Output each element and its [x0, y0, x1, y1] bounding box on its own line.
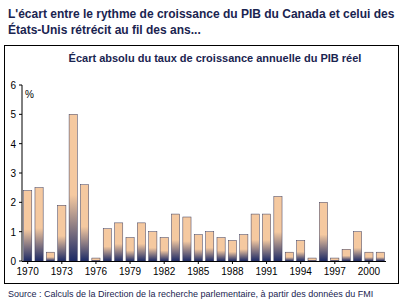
bar — [331, 258, 339, 261]
x-tick-label: 1988 — [221, 266, 244, 277]
bar — [183, 217, 191, 261]
x-tick-label: 1973 — [51, 266, 74, 277]
bar — [217, 238, 225, 261]
bar — [126, 238, 134, 261]
y-tick-label: 3 — [10, 168, 16, 179]
bar — [274, 196, 282, 261]
bar — [69, 114, 77, 261]
bar — [251, 214, 259, 261]
chart-frame — [5, 46, 399, 284]
source: Source : Calculs de la Direction de la r… — [8, 289, 373, 299]
title-line: États-Unis rétrécit au fil des ans... — [8, 22, 201, 37]
x-tick — [198, 261, 199, 264]
y-tick-label: 0 — [10, 256, 16, 267]
x-tick — [130, 261, 131, 264]
bar — [353, 232, 361, 261]
bar — [58, 205, 66, 261]
title: L'écart entre le rythme de croissance du… — [8, 7, 395, 37]
x-tick-label: 1994 — [290, 266, 313, 277]
y-axis-label: % — [25, 89, 34, 100]
x-tick-label: 1979 — [119, 266, 142, 277]
x-tick — [27, 261, 28, 264]
x-tick — [266, 261, 267, 264]
x-tick-label: 1997 — [324, 266, 347, 277]
x-axis — [22, 261, 386, 262]
y-tick-label: 1 — [10, 227, 16, 238]
bar — [35, 188, 43, 261]
x-tick-label: 1976 — [85, 266, 108, 277]
x-tick — [164, 261, 165, 264]
x-tick — [95, 261, 96, 264]
bar — [80, 185, 88, 261]
bar — [376, 252, 384, 261]
bar — [240, 235, 248, 261]
x-tick-label: 1982 — [153, 266, 176, 277]
x-tick — [61, 261, 62, 264]
x-tick — [368, 261, 369, 264]
title-line: L'écart entre le rythme de croissance du… — [8, 7, 395, 21]
bar — [297, 240, 305, 261]
bar — [115, 223, 123, 261]
bar — [342, 249, 350, 261]
x-tick — [232, 261, 233, 264]
x-tick-label: 2000 — [358, 266, 381, 277]
x-tick-label: 1970 — [17, 266, 40, 277]
bars — [24, 114, 385, 261]
chart: L'écart entre le rythme de croissance du… — [0, 0, 404, 303]
y-axis — [22, 85, 23, 261]
bar — [308, 258, 316, 261]
y-tick-label: 5 — [10, 109, 16, 120]
bar — [24, 191, 32, 261]
bar — [228, 240, 236, 261]
bar — [171, 214, 179, 261]
bar — [262, 214, 270, 261]
bar — [206, 232, 214, 261]
bar — [194, 235, 202, 261]
bar — [103, 229, 111, 261]
bar — [365, 252, 373, 261]
bar — [319, 202, 327, 261]
x-tick-label: 1991 — [255, 266, 278, 277]
bar — [46, 252, 54, 261]
bar — [160, 238, 168, 261]
x-tick — [300, 261, 301, 264]
y-tick-label: 2 — [10, 197, 16, 208]
y-tick-label: 4 — [10, 139, 16, 150]
bar — [285, 252, 293, 261]
x-tick-label: 1985 — [187, 266, 210, 277]
bar — [137, 223, 145, 261]
bar — [149, 232, 157, 261]
y-tick-label: 6 — [10, 80, 16, 91]
bar — [92, 258, 100, 261]
subtitle: Écart absolu du taux de croissance annue… — [69, 52, 362, 64]
x-tick — [334, 261, 335, 264]
